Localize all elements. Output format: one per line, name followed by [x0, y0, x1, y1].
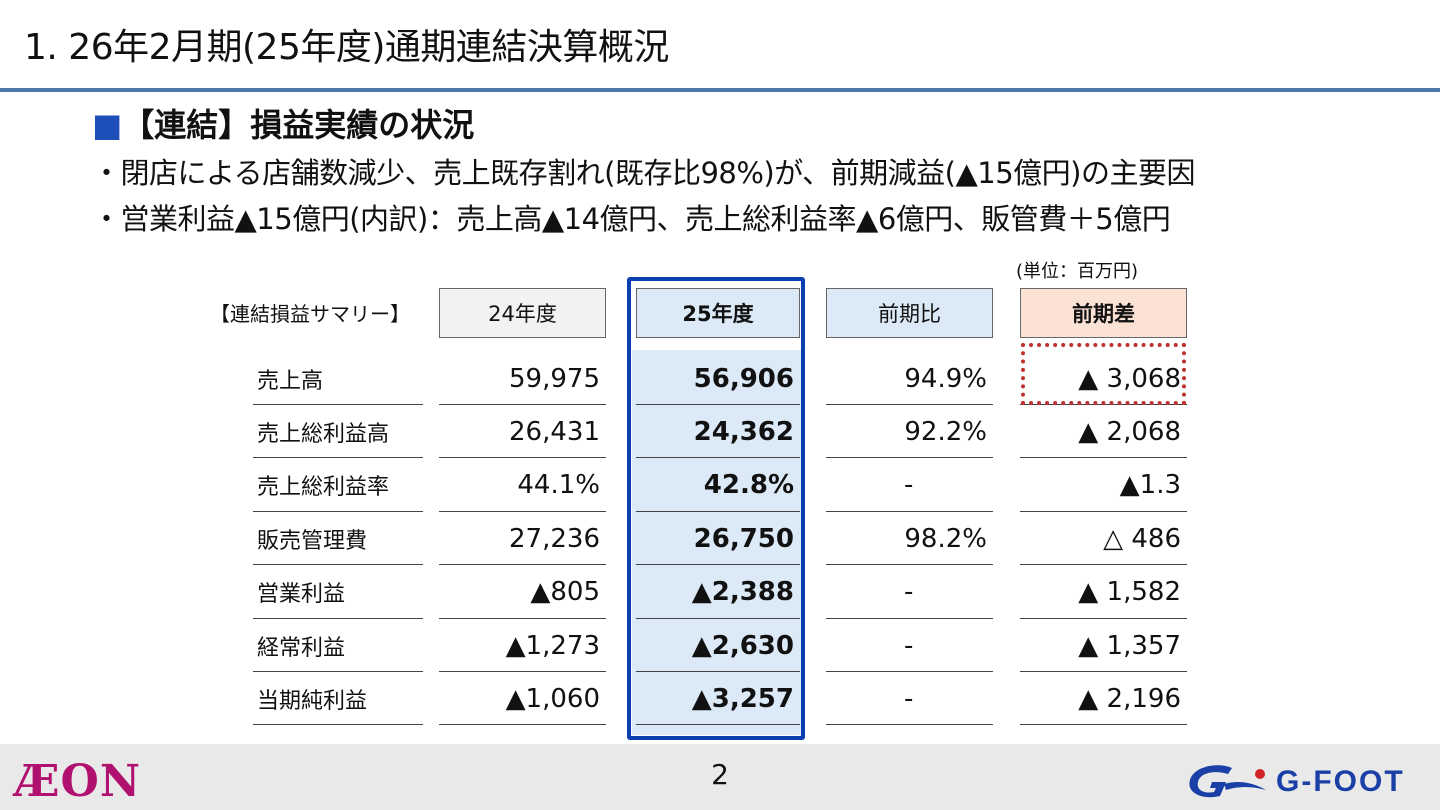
row-label: 営業利益	[253, 567, 423, 619]
page-number: 2	[711, 758, 729, 791]
cell-yoy-ratio: 94.9%	[826, 353, 993, 405]
table-row: 売上総利益高 26,431 24,362 92.2% ▲ 2,068	[0, 406, 1440, 459]
cell-yoy-ratio: -	[826, 460, 993, 512]
cell-yoy-diff: ▲ 2,068	[1020, 406, 1187, 459]
cell-yoy-diff: ▲ 2,196	[1020, 673, 1187, 726]
header-prev-year: 24年度	[439, 288, 606, 338]
row-label: 売上総利益高	[253, 406, 423, 459]
cell-current-year: ▲2,630	[636, 620, 800, 672]
row-label: 経常利益	[253, 620, 423, 672]
row-label: 売上総利益率	[253, 460, 423, 512]
current-year-highlight-frame	[627, 277, 805, 740]
row-label: 当期純利益	[253, 673, 423, 726]
cell-yoy-diff: ▲1.3	[1020, 460, 1187, 512]
current-year-column-fill	[632, 350, 804, 735]
cell-yoy-diff: ▲ 1,582	[1020, 567, 1187, 619]
cell-yoy-ratio: -	[826, 567, 993, 619]
header-yoy-diff: 前期差	[1020, 288, 1187, 338]
cell-yoy-ratio: -	[826, 620, 993, 672]
cell-prev-year: ▲805	[439, 567, 606, 619]
cell-current-year: ▲3,257	[636, 673, 800, 726]
sales-diff-highlight-box	[1021, 343, 1186, 405]
cell-yoy-diff: ▲ 1,357	[1020, 620, 1187, 672]
row-label: 売上高	[253, 353, 423, 405]
row-label: 販売管理費	[253, 513, 423, 566]
cell-current-year: 42.8%	[636, 460, 800, 512]
cell-current-year: 56,906	[636, 353, 800, 405]
square-marker-icon: ■	[92, 106, 123, 144]
cell-prev-year: 59,975	[439, 353, 606, 405]
table-row: 販売管理費 27,236 26,750 98.2% △ 486	[0, 513, 1440, 566]
table-row: 経常利益 ▲1,273 ▲2,630- ▲ 1,357	[0, 620, 1440, 673]
gfoot-logo-text: G-FOOT	[1276, 765, 1405, 798]
cell-prev-year: ▲1,273	[439, 620, 606, 672]
header-yoy-ratio: 前期比	[826, 288, 993, 338]
table-row: 当期純利益 ▲1,060 ▲3,257- ▲ 2,196	[0, 673, 1440, 726]
cell-yoy-ratio: 98.2%	[826, 513, 993, 566]
cell-yoy-diff: △ 486	[1020, 513, 1187, 566]
cell-prev-year: ▲1,060	[439, 673, 606, 726]
bullet-2: ・営業利益▲15億円(内訳)：売上高▲14億円、売上総利益率▲6億円、販管費＋5…	[92, 202, 1171, 236]
cell-current-year: 26,750	[636, 513, 800, 566]
cell-prev-year: 27,236	[439, 513, 606, 566]
cell-yoy-ratio: 92.2%	[826, 406, 993, 459]
title-divider	[0, 88, 1440, 92]
summary-table-label: 【連結損益サマリー】	[210, 302, 410, 326]
table-row: 売上高 59,975 56,906 94.9% ▲ 3,068	[0, 353, 1440, 406]
gfoot-logo: G-FOOT	[1186, 760, 1405, 804]
table-row: 売上総利益率 44.1% 42.8% - ▲1.3	[0, 460, 1440, 513]
cell-yoy-ratio: -	[826, 673, 993, 726]
cell-current-year: ▲2,388	[636, 567, 800, 619]
cell-current-year: 24,362	[636, 406, 800, 459]
section-heading: ■【連結】損益実績の状況	[92, 100, 474, 146]
section-heading-text: 【連結】損益実績の状況	[122, 106, 475, 144]
bullet-1: ・閉店による店舗数減少、売上既存割れ(既存比98%)が、前期減益(▲15億円)の…	[92, 156, 1195, 190]
table-row: 営業利益 ▲805 ▲2,388- ▲ 1,582	[0, 567, 1440, 620]
cell-prev-year: 44.1%	[439, 460, 606, 512]
page-title: 1. 26年2月期(25年度)通期連結決算概況	[24, 27, 669, 68]
aeon-logo: ÆON	[14, 756, 142, 807]
header-current-year: 25年度	[636, 288, 800, 338]
cell-prev-year: 26,431	[439, 406, 606, 459]
gfoot-g-icon	[1189, 765, 1266, 798]
unit-label: (単位：百万円)	[1016, 261, 1139, 282]
